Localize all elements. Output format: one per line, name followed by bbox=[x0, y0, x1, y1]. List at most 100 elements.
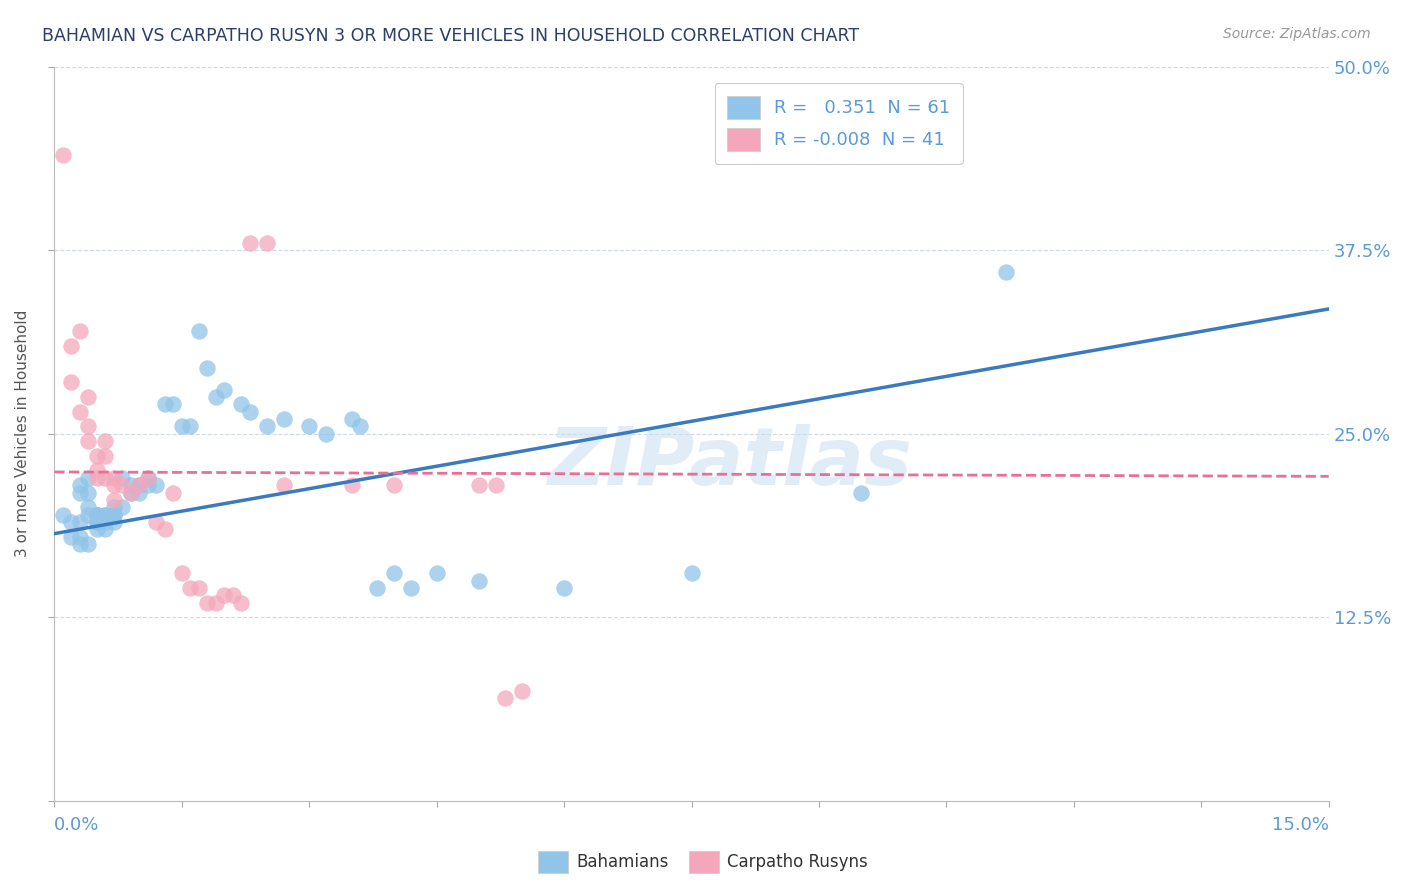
Point bbox=[340, 478, 363, 492]
Point bbox=[136, 478, 159, 492]
Point bbox=[170, 419, 193, 434]
Point bbox=[349, 419, 371, 434]
Point bbox=[86, 508, 108, 522]
Point bbox=[103, 500, 125, 515]
Point bbox=[94, 508, 117, 522]
Point bbox=[69, 515, 91, 529]
Point bbox=[298, 419, 321, 434]
Point bbox=[86, 449, 108, 463]
Point bbox=[69, 405, 91, 419]
Point bbox=[366, 581, 388, 595]
Point bbox=[69, 478, 91, 492]
Point bbox=[94, 471, 117, 485]
Point bbox=[52, 508, 75, 522]
Point bbox=[86, 515, 108, 529]
Point bbox=[60, 338, 83, 352]
Point bbox=[239, 405, 262, 419]
Point bbox=[86, 463, 108, 477]
Point bbox=[103, 471, 125, 485]
Point bbox=[60, 530, 83, 544]
Point bbox=[77, 390, 100, 404]
Point bbox=[86, 508, 108, 522]
Point bbox=[170, 566, 193, 581]
Point bbox=[222, 588, 245, 602]
Point bbox=[485, 478, 508, 492]
Text: 15.0%: 15.0% bbox=[1272, 816, 1329, 834]
Point bbox=[145, 515, 167, 529]
Point bbox=[145, 478, 167, 492]
Point bbox=[231, 596, 253, 610]
Text: 0.0%: 0.0% bbox=[55, 816, 100, 834]
Point bbox=[86, 471, 108, 485]
Point bbox=[212, 588, 235, 602]
Point bbox=[494, 691, 516, 706]
Point bbox=[153, 522, 176, 536]
Point bbox=[77, 500, 100, 515]
Point bbox=[239, 235, 262, 250]
Point bbox=[103, 478, 125, 492]
Point bbox=[77, 508, 100, 522]
Point bbox=[120, 485, 142, 500]
Point bbox=[340, 412, 363, 426]
Point bbox=[162, 485, 184, 500]
Point bbox=[162, 397, 184, 411]
Point bbox=[553, 581, 575, 595]
Point bbox=[86, 508, 108, 522]
Point bbox=[86, 515, 108, 529]
Point bbox=[103, 508, 125, 522]
Point bbox=[60, 515, 83, 529]
Point bbox=[256, 235, 278, 250]
Point bbox=[94, 515, 117, 529]
Point bbox=[468, 478, 491, 492]
Y-axis label: 3 or more Vehicles in Household: 3 or more Vehicles in Household bbox=[15, 310, 30, 558]
Point bbox=[120, 478, 142, 492]
Point bbox=[510, 683, 533, 698]
Point bbox=[128, 478, 150, 492]
Point bbox=[94, 508, 117, 522]
Text: BAHAMIAN VS CARPATHO RUSYN 3 OR MORE VEHICLES IN HOUSEHOLD CORRELATION CHART: BAHAMIAN VS CARPATHO RUSYN 3 OR MORE VEH… bbox=[42, 27, 859, 45]
Point bbox=[52, 147, 75, 161]
Point bbox=[86, 522, 108, 536]
Point bbox=[103, 508, 125, 522]
Text: ZIPatlas: ZIPatlas bbox=[547, 424, 912, 502]
Point bbox=[273, 478, 295, 492]
Point bbox=[195, 596, 218, 610]
Point bbox=[851, 485, 873, 500]
Point bbox=[426, 566, 449, 581]
Point bbox=[69, 324, 91, 338]
Point bbox=[212, 383, 235, 397]
Point bbox=[468, 574, 491, 588]
Point bbox=[153, 397, 176, 411]
Point bbox=[69, 485, 91, 500]
Legend: Bahamians, Carpatho Rusyns: Bahamians, Carpatho Rusyns bbox=[531, 845, 875, 880]
Point bbox=[256, 419, 278, 434]
Point bbox=[77, 485, 100, 500]
Point bbox=[204, 390, 226, 404]
Point bbox=[128, 478, 150, 492]
Point bbox=[179, 581, 201, 595]
Point bbox=[111, 471, 134, 485]
Point bbox=[195, 360, 218, 375]
Point bbox=[111, 500, 134, 515]
Point bbox=[273, 412, 295, 426]
Point bbox=[77, 434, 100, 449]
Point bbox=[187, 581, 209, 595]
Point bbox=[136, 471, 159, 485]
Text: Source: ZipAtlas.com: Source: ZipAtlas.com bbox=[1223, 27, 1371, 41]
Point bbox=[69, 537, 91, 551]
Point bbox=[231, 397, 253, 411]
Point bbox=[69, 530, 91, 544]
Point bbox=[382, 566, 405, 581]
Point bbox=[77, 419, 100, 434]
Point bbox=[94, 522, 117, 536]
Legend: R =   0.351  N = 61, R = -0.008  N = 41: R = 0.351 N = 61, R = -0.008 N = 41 bbox=[714, 83, 963, 163]
Point bbox=[103, 515, 125, 529]
Point bbox=[77, 471, 100, 485]
Point bbox=[60, 376, 83, 390]
Point bbox=[382, 478, 405, 492]
Point bbox=[204, 596, 226, 610]
Point bbox=[994, 265, 1017, 279]
Point bbox=[94, 449, 117, 463]
Point bbox=[136, 471, 159, 485]
Point bbox=[399, 581, 422, 595]
